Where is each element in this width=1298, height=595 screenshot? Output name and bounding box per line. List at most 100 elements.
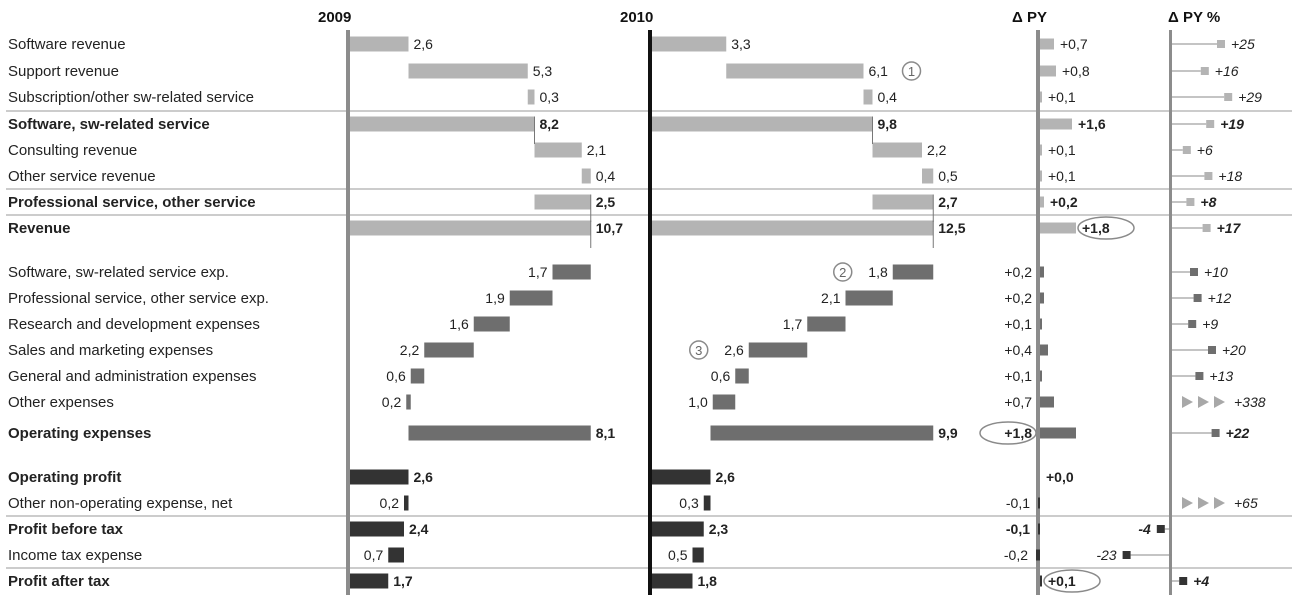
value-label-2009: 5,3 [533, 63, 553, 79]
header-delta-py-percent: Δ PY % [1168, 9, 1220, 26]
axis-delta-py-percent [1169, 30, 1172, 595]
delta-pct-label: +25 [1231, 36, 1255, 52]
bar-2010-12 [735, 368, 749, 384]
bar-2010-1 [726, 63, 864, 79]
value-label-2010: 0,5 [938, 168, 958, 184]
value-label-2010: 1,8 [868, 264, 888, 280]
value-label-2010: 2,7 [938, 194, 958, 210]
delta-pct-label: +19 [1220, 116, 1244, 132]
row-label: Software revenue [8, 36, 126, 53]
bar-2009-12 [410, 368, 425, 384]
bar-2010-15 [652, 469, 711, 485]
value-label-2009: 8,2 [540, 116, 560, 132]
footnote-marker-circle [689, 340, 709, 360]
delta-pct-label: -4 [1138, 521, 1151, 537]
bar-2009-7 [350, 220, 591, 236]
delta-pct-marker [1202, 224, 1211, 232]
delta-bar [1040, 196, 1044, 208]
delta-pct-label: +338 [1234, 394, 1266, 410]
value-label-2010: 2,6 [716, 469, 736, 485]
row-label: Profit before tax [8, 521, 124, 538]
highlight-ellipse [979, 421, 1037, 445]
bar-2009-0 [350, 36, 409, 52]
bar-2009-16 [404, 495, 409, 511]
bar-2009-11 [424, 342, 474, 358]
row-label: Operating expenses [8, 425, 151, 442]
value-label-2010: 0,4 [878, 89, 898, 105]
delta-pct-label: +29 [1238, 89, 1262, 105]
delta-pct-marker [1206, 120, 1215, 128]
row-label: Income tax expense [8, 547, 142, 564]
delta-py-label: +0,1 [1048, 168, 1076, 184]
bar-2010-5 [922, 168, 934, 184]
bar-2009-14 [408, 425, 591, 441]
value-label-2009: 2,4 [409, 521, 429, 537]
footnote-marker: 1 [908, 64, 915, 79]
delta-pct-label: +9 [1202, 316, 1218, 332]
delta-pct-marker [1122, 551, 1131, 559]
delta-pct-label: +8 [1200, 194, 1216, 210]
value-label-2010: 0,5 [668, 547, 688, 563]
bar-2009-2 [527, 89, 535, 105]
axis-2010 [648, 30, 652, 595]
delta-py-label: +0,7 [1004, 394, 1032, 410]
header-2009: 2009 [318, 9, 351, 26]
value-label-2009: 8,1 [596, 425, 616, 441]
delta-pct-label: +10 [1204, 264, 1228, 280]
bar-2010-8 [892, 264, 934, 280]
footnote-marker-circle [901, 61, 922, 81]
value-label-2009: 0,6 [386, 368, 406, 384]
highlight-ellipse [1077, 216, 1135, 240]
delta-pct-marker [1186, 198, 1195, 206]
value-label-2009: 2,5 [596, 194, 616, 210]
delta-bar [1036, 549, 1040, 561]
delta-bar [1040, 370, 1042, 382]
overflow-arrow-icon [1214, 497, 1225, 509]
bar-2010-16 [703, 495, 711, 511]
value-label-2009: 0,7 [364, 547, 384, 563]
delta-pct-marker [1193, 294, 1202, 302]
delta-pct-marker [1195, 372, 1204, 380]
delta-py-label: +0,1 [1004, 368, 1032, 384]
row-label: Subscription/other sw-related service [8, 89, 254, 106]
value-label-2010: 1,7 [783, 316, 803, 332]
delta-pct-marker [1204, 172, 1213, 180]
delta-bar [1040, 222, 1076, 234]
delta-py-label: +1,6 [1078, 116, 1106, 132]
delta-py-label: -0,1 [1006, 495, 1030, 511]
row-label: Revenue [8, 220, 71, 237]
row-label: Research and development expenses [8, 316, 260, 333]
delta-bar [1040, 38, 1054, 50]
bar-2010-17 [652, 521, 704, 537]
value-label-2010: 0,6 [711, 368, 731, 384]
delta-bar [1040, 427, 1076, 439]
value-label-2009: 2,6 [414, 36, 434, 52]
value-label-2010: 2,2 [927, 142, 947, 158]
delta-bar [1040, 118, 1072, 130]
delta-py-label: +0,1 [1048, 573, 1076, 589]
delta-bar [1040, 65, 1056, 77]
value-label-2010: 2,6 [724, 342, 744, 358]
header-delta-py: Δ PY [1012, 9, 1047, 26]
bar-2009-18 [388, 547, 404, 563]
delta-pct-label: +18 [1218, 168, 1242, 184]
bar-2009-4 [534, 142, 582, 158]
delta-pct-label: +20 [1222, 342, 1246, 358]
value-label-2009: 1,6 [449, 316, 469, 332]
delta-pct-marker [1179, 577, 1188, 585]
delta-pct-label: +6 [1197, 142, 1213, 158]
row-label: Software, sw-related service [8, 116, 210, 133]
overflow-arrow-icon [1214, 396, 1225, 408]
header-2010: 2010 [620, 9, 653, 26]
bar-2010-18 [692, 547, 704, 563]
delta-pct-label: +4 [1193, 573, 1209, 589]
delta-pct-label: -23 [1096, 547, 1116, 563]
bar-2010-10 [807, 316, 846, 332]
value-label-2010: 0,3 [679, 495, 699, 511]
value-label-2009: 1,7 [528, 264, 548, 280]
value-label-2010: 6,1 [869, 63, 889, 79]
delta-py-label: +0,2 [1050, 194, 1078, 210]
delta-py-label: +0,2 [1004, 290, 1032, 306]
value-label-2010: 1,0 [688, 394, 708, 410]
